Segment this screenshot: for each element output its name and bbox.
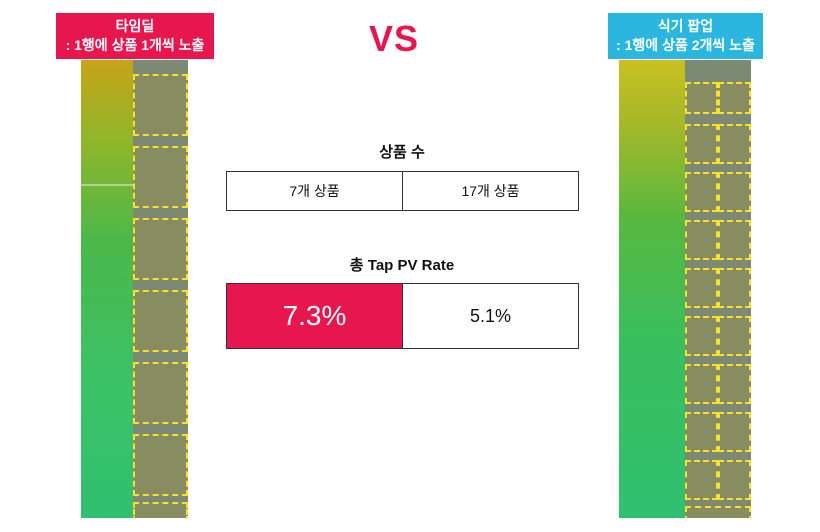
tableware-popup-subtitle: : 1행에 상품 2개씩 노출: [616, 37, 755, 53]
product-highlight: [133, 218, 188, 280]
product-highlight: [133, 502, 188, 518]
tap-pv-rate-right: 5.1%: [402, 284, 578, 348]
product-count-title: 상품 수: [379, 144, 425, 161]
vs-text: VS: [368, 18, 420, 59]
screen-preview: [133, 60, 188, 518]
product-highlight: [685, 172, 718, 212]
product-highlight: [718, 412, 751, 452]
product-highlight: [133, 290, 188, 352]
product-highlight: [133, 362, 188, 424]
product-highlight: [133, 74, 188, 136]
product-highlight: [685, 316, 718, 356]
product-highlight: [718, 460, 751, 500]
timedeal-title: 타임딜: [115, 18, 155, 34]
product-highlight: [685, 364, 718, 404]
product-highlight: [133, 146, 188, 208]
product-highlight: [718, 316, 751, 356]
product-highlight: [685, 124, 718, 164]
product-highlight: [133, 434, 188, 496]
heatmap-gradient: [619, 60, 685, 518]
product-highlight: [718, 124, 751, 164]
tap-pv-rate-title: 총 Tap PV Rate: [349, 257, 455, 274]
product-highlight: [685, 412, 718, 452]
product-highlight: [718, 268, 751, 308]
product-highlight: [685, 220, 718, 260]
timedeal-label: 타임딜 : 1행에 상품 1개씩 노출: [56, 13, 214, 59]
product-highlight: [718, 172, 751, 212]
product-highlight: [685, 82, 718, 114]
product-count-left: 7개 상품: [289, 183, 340, 199]
product-highlight: [685, 506, 751, 518]
product-highlight: [718, 82, 751, 114]
timedeal-subtitle: : 1행에 상품 1개씩 노출: [65, 37, 205, 53]
tableware-heatmap-screenshot: [619, 60, 751, 518]
timedeal-heatmap-screenshot: [81, 60, 188, 518]
product-highlight: [685, 460, 718, 500]
scroll-line: [81, 184, 133, 186]
product-highlight: [718, 364, 751, 404]
tap-pv-rate-left: 7.3%: [227, 284, 402, 348]
tap-pv-rate-comparison: 7.3% 5.1%: [226, 283, 579, 349]
product-highlight: [685, 268, 718, 308]
product-count-right: 17개 상품: [402, 172, 578, 210]
tableware-popup-title: 식기 팝업: [657, 18, 714, 34]
product-count-comparison: 7개 상품 17개 상품: [226, 171, 579, 211]
heatmap-gradient: [81, 60, 133, 518]
tableware-popup-label: 식기 팝업 : 1행에 상품 2개씩 노출: [608, 13, 763, 59]
product-highlight: [718, 220, 751, 260]
